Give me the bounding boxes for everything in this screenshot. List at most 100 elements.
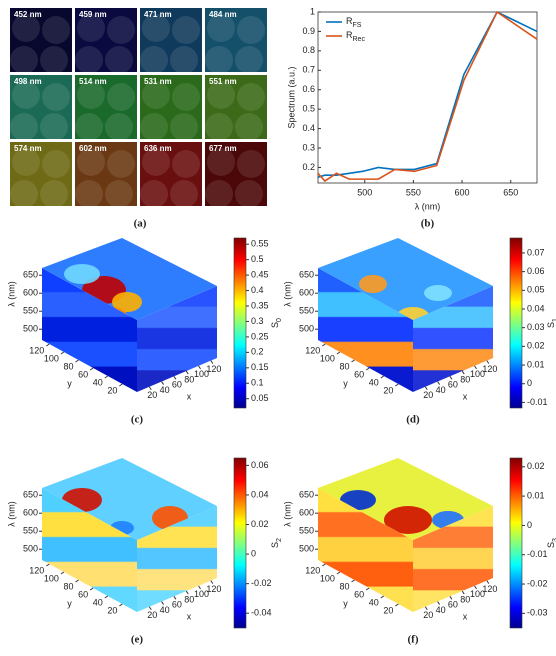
- x-tick-label: 40: [436, 605, 446, 615]
- y-tick-label: 40: [369, 377, 379, 387]
- y-tick-label: 1: [310, 6, 315, 16]
- x-tick-label: 600: [455, 187, 470, 197]
- x-tick-label: 650: [503, 187, 518, 197]
- y-tick-label: 20: [107, 605, 117, 615]
- y-tick: [337, 352, 340, 354]
- y-tick-label: 0.9: [302, 26, 315, 36]
- panel-label: (a): [134, 218, 147, 230]
- y-tick-label: 0.2: [302, 162, 315, 172]
- y-tick-label: 80: [340, 361, 350, 371]
- tile-disk: [40, 46, 68, 74]
- z-tick-label: 550: [299, 526, 314, 536]
- tile-disk: [40, 180, 68, 208]
- z-axis-label: λ (nm): [6, 281, 16, 307]
- y-tick-label: 120: [305, 345, 320, 355]
- y-tick: [76, 580, 79, 582]
- x-tick-label: 60: [448, 380, 458, 390]
- colorbar-sub: 2: [276, 538, 283, 542]
- colorbar-tick-label: -0.01: [527, 397, 548, 407]
- y-tick: [119, 384, 122, 386]
- z-tick-label: 500: [23, 324, 38, 334]
- colorbar-tick-label: 0.3: [251, 316, 264, 326]
- x-tick-label: 40: [436, 385, 446, 395]
- tile-label: 677 nm: [209, 144, 237, 153]
- colorbar: [234, 458, 246, 628]
- y-tick-label: 100: [320, 353, 335, 363]
- tile-disk: [75, 113, 103, 141]
- colorbar-tick-label: -0.02: [251, 578, 272, 588]
- z-axis-label: λ (nm): [282, 501, 292, 527]
- tile-disk: [10, 180, 38, 208]
- tile-label: 514 nm: [79, 77, 107, 86]
- colorbar-tick-label: 0.04: [527, 303, 545, 313]
- colorbar-sub: 0: [276, 318, 283, 322]
- tile-disk: [75, 180, 103, 208]
- x-tick-label: 500: [357, 187, 372, 197]
- x-axis-label: x: [463, 611, 468, 621]
- colorbar-tick-label: 0.05: [251, 393, 269, 403]
- z-tick-label: 500: [299, 544, 314, 554]
- x-tick-label: 80: [184, 594, 194, 604]
- tile-disk: [237, 16, 265, 44]
- x-tick-label: 40: [160, 385, 170, 395]
- panel-label: (c): [131, 414, 144, 426]
- tile-disk: [140, 46, 168, 74]
- colorbar-label: S0: [270, 318, 282, 328]
- z-tick-label: 650: [23, 490, 38, 500]
- y-axis-label: y: [67, 378, 72, 388]
- colorbar-tick-label: 0.1: [251, 378, 264, 388]
- tile-disk: [75, 46, 103, 74]
- tile-label: 574 nm: [14, 144, 42, 153]
- tile-disk: [105, 46, 133, 74]
- tile-disk: [205, 46, 233, 74]
- z-tick-label: 550: [23, 306, 38, 316]
- colorbar-label: S2: [270, 538, 282, 548]
- colorbar-label: S3: [546, 538, 556, 548]
- z-tick-label: 600: [23, 508, 38, 518]
- x-tick-label: 60: [448, 600, 458, 610]
- tile-disk: [107, 83, 135, 111]
- y-tick-label: 60: [354, 369, 364, 379]
- colorbar-tick-label: 0.2: [251, 347, 264, 357]
- colorbar-tick-label: 0.02: [527, 341, 545, 351]
- y-axis-label: y: [343, 378, 348, 388]
- x-tick-label: 80: [460, 594, 470, 604]
- colorbar-tick-label: 0: [251, 548, 256, 558]
- x-tick-label: 20: [423, 610, 433, 620]
- y-tick: [366, 588, 369, 590]
- tile-label: 602 nm: [79, 144, 107, 153]
- tile-disk: [205, 180, 233, 208]
- y-tick-label: 20: [383, 385, 393, 395]
- colorbar-tick-label: 0.45: [251, 269, 269, 279]
- colorbar-sub: 1: [552, 318, 556, 322]
- colorbar-tick-label: 0.05: [527, 285, 545, 295]
- tile-disk: [140, 113, 168, 141]
- tile-disk: [10, 46, 38, 74]
- y-tick: [337, 572, 340, 574]
- tile-disk: [10, 113, 38, 141]
- colorbar-tick-label: 0.55: [251, 239, 269, 249]
- y-tick: [352, 360, 355, 362]
- y-tick-label: 60: [354, 589, 364, 599]
- tile-disk: [40, 113, 68, 141]
- tile-label: 498 nm: [14, 77, 42, 86]
- y-tick-label: 0.6: [302, 84, 315, 94]
- colorbar-tick-label: 0.03: [527, 322, 545, 332]
- tile-label: 471 nm: [144, 10, 172, 19]
- x-tick-label: 120: [482, 364, 497, 374]
- z-tick-label: 600: [299, 508, 314, 518]
- colorbar-sub: 3: [552, 538, 556, 542]
- y-axis-label: Spectrum (a.u.): [286, 66, 296, 128]
- y-tick-label: 80: [340, 581, 350, 591]
- x-tick-label: 20: [147, 610, 157, 620]
- x-tick-label: 80: [460, 374, 470, 384]
- tile-label: 459 nm: [79, 10, 107, 19]
- colorbar-tick-label: -0.04: [251, 608, 272, 618]
- tile-disk: [42, 150, 70, 178]
- tile-disk: [172, 16, 200, 44]
- z-tick-label: 650: [299, 490, 314, 500]
- y-tick-label: 60: [78, 589, 88, 599]
- x-tick-label: 40: [160, 605, 170, 615]
- y-tick: [90, 588, 93, 590]
- tile-disk: [42, 83, 70, 111]
